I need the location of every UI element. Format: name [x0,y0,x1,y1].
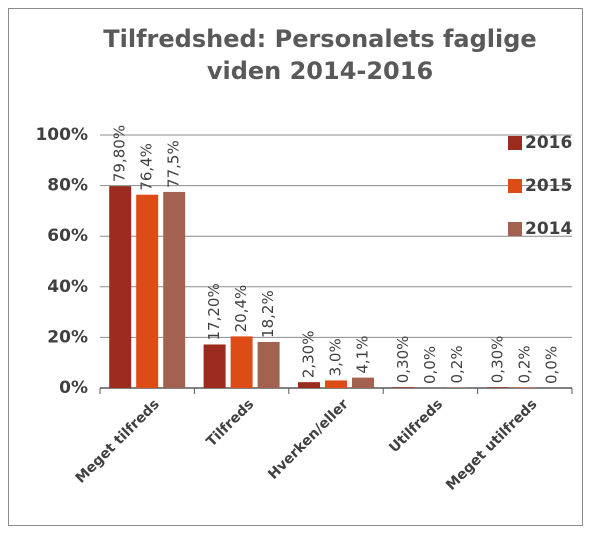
y-tick-label: 20% [47,327,88,347]
value-label: 0,0% [542,346,560,384]
legend-swatch [508,222,522,236]
x-tick-label: Meget tilfreds [73,396,163,486]
x-tick-label: Meget utilfreds [443,396,540,493]
value-label: 20,4% [232,285,250,333]
bar [392,387,415,388]
x-tick-label: Tilfreds [204,396,258,450]
bar [230,336,253,388]
y-tick-label: 0% [59,378,88,398]
bar [109,186,132,388]
value-label: 3,0% [327,338,345,376]
y-tick-label: 60% [47,226,88,246]
value-label: 4,1% [354,336,372,374]
x-tick-label: Utilfreds [386,396,446,456]
chart-frame [8,8,583,526]
bar [446,387,469,388]
legend-label: 2015 [525,176,572,196]
x-tick-label: Hverken/eller [265,396,352,483]
chart-title: viden 2014-2016 [207,57,433,85]
value-label: 0,30% [488,336,506,384]
y-tick-label: 40% [47,277,88,297]
bar [136,194,159,388]
value-label: 76,4% [138,143,156,191]
y-tick-label: 100% [35,125,88,145]
value-label: 0,2% [448,345,466,383]
value-label: 0,2% [515,345,533,383]
legend-swatch [508,179,522,193]
value-label: 18,2% [259,290,277,338]
value-label: 77,5% [165,140,183,188]
y-tick-label: 80% [47,176,88,196]
value-label: 0,30% [394,336,412,384]
bar [203,344,226,388]
legend-label: 2016 [525,133,572,153]
bar [325,380,347,388]
bar [257,341,280,388]
bar [163,191,186,388]
bar [298,382,320,388]
legend-label: 2014 [525,219,572,239]
value-label: 17,20% [205,283,223,340]
value-label: 2,30% [300,331,318,379]
value-label: 0,0% [421,346,439,384]
legend-swatch [508,136,522,150]
bar [352,377,374,388]
bar [513,387,536,388]
chart-title: Tilfredshed: Personalets faglige [103,25,536,53]
value-label: 79,80% [111,125,129,182]
bar [486,387,509,388]
